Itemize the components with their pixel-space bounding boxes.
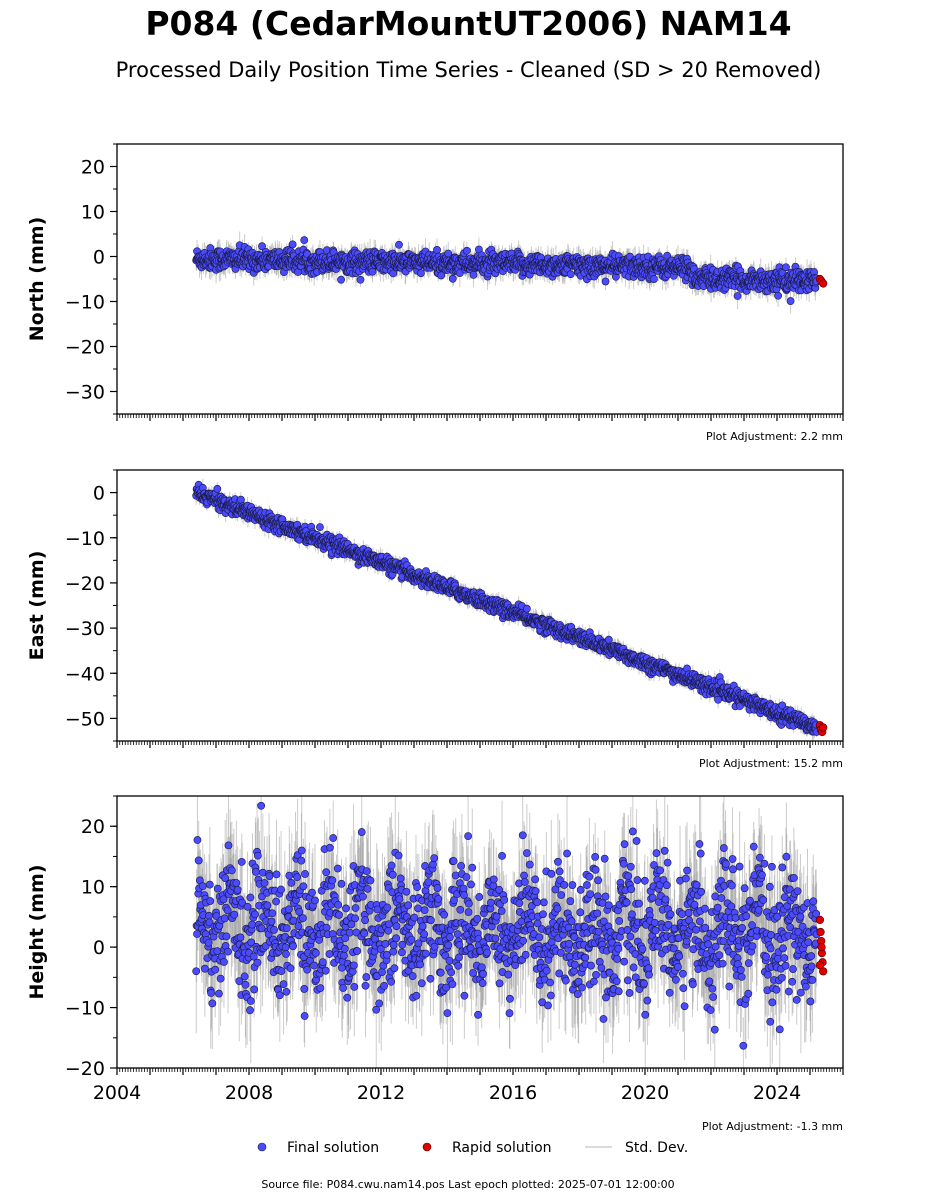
final-point bbox=[433, 246, 441, 254]
final-point bbox=[601, 277, 610, 286]
y-axis: −30 −20 −10 0 10 20 North (mm) bbox=[26, 143, 117, 415]
final-point bbox=[650, 275, 658, 283]
final-point bbox=[566, 270, 575, 279]
final-point bbox=[462, 246, 471, 255]
chart-subtitle: Processed Daily Position Time Series - C… bbox=[115, 58, 822, 82]
plot-area bbox=[192, 231, 828, 314]
final-point bbox=[786, 297, 795, 305]
y-tick-label: 20 bbox=[81, 157, 105, 179]
final-point bbox=[258, 242, 266, 251]
x-axis bbox=[116, 414, 844, 421]
chart-title: P084 (CedarMountUT2006) NAM14 bbox=[145, 4, 792, 43]
final-point bbox=[337, 275, 345, 284]
final-point bbox=[389, 269, 398, 278]
y-tick-label: −30 bbox=[65, 382, 105, 404]
panel-1: −30 −20 −10 0 10 20 North (mm) Plot Adjustment:… bbox=[26, 143, 844, 443]
final-point bbox=[733, 292, 742, 300]
final-point bbox=[448, 274, 457, 283]
plot-adjustment-label: Plot Adjustment: 2.2 mm bbox=[706, 430, 843, 443]
y-tick-label: 0 bbox=[93, 247, 105, 269]
rapid-solution-series bbox=[815, 274, 828, 288]
final-solution-series bbox=[192, 236, 821, 305]
final-point bbox=[417, 269, 425, 278]
rapid-point bbox=[819, 279, 828, 288]
y-axis-label: North (mm) bbox=[26, 217, 48, 342]
final-point bbox=[782, 263, 790, 272]
final-point bbox=[395, 240, 403, 249]
final-point bbox=[356, 275, 365, 284]
y-tick-label: 10 bbox=[81, 202, 105, 224]
final-point bbox=[774, 291, 783, 300]
final-point bbox=[444, 249, 453, 258]
y-tick-label: −10 bbox=[65, 292, 105, 314]
final-point bbox=[236, 495, 245, 504]
y-tick-label: −20 bbox=[65, 337, 105, 359]
final-point bbox=[213, 484, 222, 493]
plot-area bbox=[192, 478, 828, 741]
final-point bbox=[368, 267, 377, 276]
final-solution-series bbox=[192, 480, 821, 736]
final-point bbox=[300, 236, 309, 245]
final-point bbox=[469, 270, 478, 279]
final-point bbox=[288, 240, 297, 249]
